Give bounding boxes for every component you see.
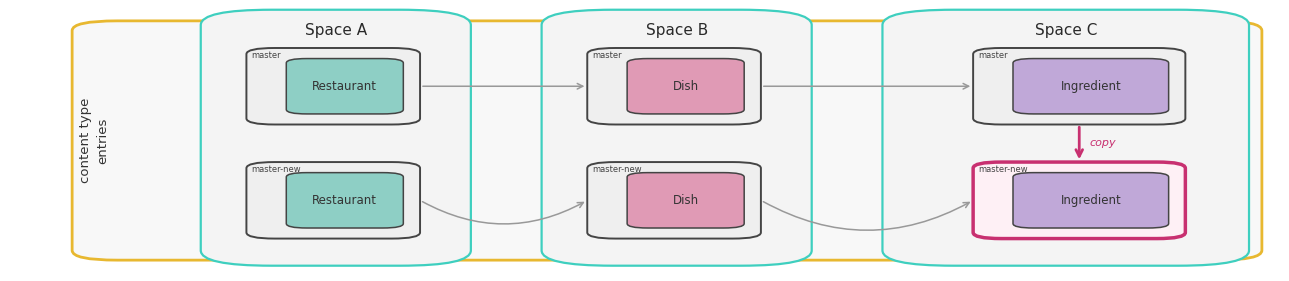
FancyBboxPatch shape <box>286 58 403 114</box>
FancyBboxPatch shape <box>883 10 1249 266</box>
Text: master-new: master-new <box>593 165 642 174</box>
Text: Ingredient: Ingredient <box>1061 80 1121 93</box>
Text: master-new: master-new <box>251 165 302 174</box>
Text: Restaurant: Restaurant <box>312 194 378 207</box>
Text: Dish: Dish <box>673 194 699 207</box>
Text: Ingredient: Ingredient <box>1061 194 1121 207</box>
FancyBboxPatch shape <box>628 58 744 114</box>
FancyBboxPatch shape <box>973 162 1186 239</box>
FancyBboxPatch shape <box>973 48 1186 124</box>
Text: master: master <box>978 51 1008 60</box>
FancyBboxPatch shape <box>1013 173 1169 228</box>
FancyBboxPatch shape <box>286 173 403 228</box>
Text: master: master <box>593 51 623 60</box>
Text: master: master <box>251 51 281 60</box>
FancyBboxPatch shape <box>201 10 470 266</box>
FancyBboxPatch shape <box>246 162 420 239</box>
Text: content type
entries: content type entries <box>79 98 110 183</box>
Text: copy: copy <box>1089 138 1116 148</box>
FancyBboxPatch shape <box>541 10 812 266</box>
FancyBboxPatch shape <box>588 48 761 124</box>
Text: Space A: Space A <box>304 23 367 38</box>
Text: Dish: Dish <box>673 80 699 93</box>
Text: Restaurant: Restaurant <box>312 80 378 93</box>
FancyBboxPatch shape <box>72 21 1262 260</box>
Text: master-new: master-new <box>978 165 1027 174</box>
FancyBboxPatch shape <box>1013 58 1169 114</box>
FancyBboxPatch shape <box>246 48 420 124</box>
Text: Space C: Space C <box>1035 23 1097 38</box>
FancyBboxPatch shape <box>588 162 761 239</box>
FancyBboxPatch shape <box>628 173 744 228</box>
Text: Space B: Space B <box>646 23 708 38</box>
